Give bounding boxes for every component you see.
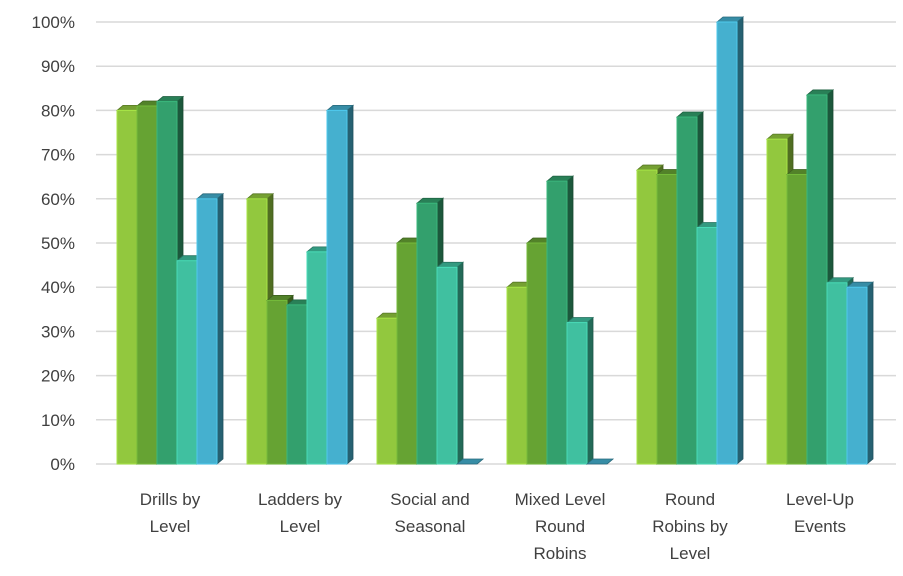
y-tick-label: 60%: [41, 190, 75, 209]
x-category-label: Seasonal: [395, 517, 466, 536]
x-category-label: Level: [280, 517, 321, 536]
x-category-label: Ladders by: [258, 490, 343, 509]
x-category-label: Robins: [534, 544, 587, 563]
y-tick-label: 70%: [41, 146, 75, 165]
x-category-label: Level-Up: [786, 490, 854, 509]
y-tick-label: 20%: [41, 367, 75, 386]
bar: [585, 458, 615, 465]
x-category-label: Social and: [390, 490, 469, 509]
y-tick-label: 80%: [41, 101, 75, 120]
x-category-label: Round: [535, 517, 585, 536]
bar: [435, 261, 465, 465]
x-category-label: Mixed Level: [515, 490, 606, 509]
bar: [455, 458, 485, 465]
bar: [715, 16, 745, 465]
x-category-label: Events: [794, 517, 846, 536]
bar: [565, 316, 595, 465]
x-category-label: Drills by: [140, 490, 201, 509]
x-category-label: Robins by: [652, 517, 728, 536]
x-category-label: Level: [670, 544, 711, 563]
y-tick-label: 30%: [41, 322, 75, 341]
bar-series: [115, 16, 875, 465]
x-axis-category-labels: Drills by Level Ladders by Level Social and S…: [140, 490, 854, 563]
y-tick-label: 100%: [32, 13, 75, 32]
y-tick-label: 10%: [41, 411, 75, 430]
y-tick-label: 0%: [50, 455, 75, 474]
y-tick-label: 40%: [41, 278, 75, 297]
bar: [845, 281, 875, 465]
gridlines: [96, 21, 896, 465]
x-category-label: Level: [150, 517, 191, 536]
y-axis-tick-labels: 0% 10% 20% 30% 40% 50% 60% 70% 80% 90% 100%: [32, 13, 75, 474]
y-tick-label: 90%: [41, 57, 75, 76]
y-tick-label: 50%: [41, 234, 75, 253]
bar: [325, 104, 355, 465]
bar: [195, 192, 225, 465]
x-category-label: Round: [665, 490, 715, 509]
